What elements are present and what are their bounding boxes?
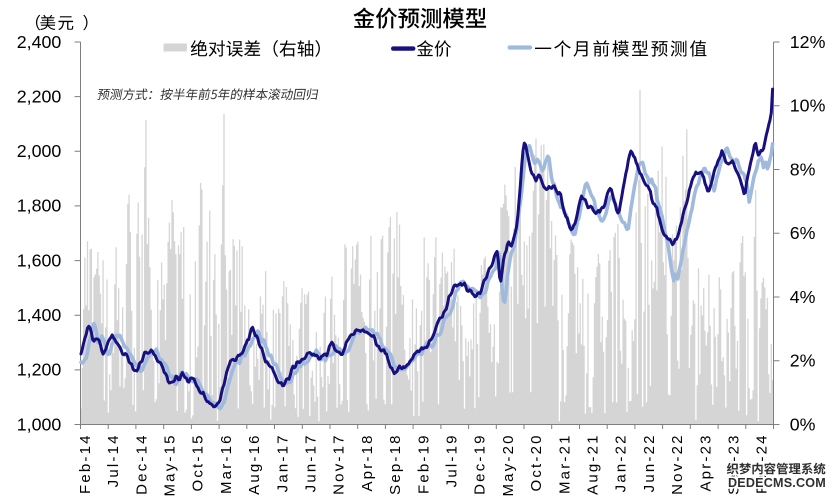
svg-text:May-20: May-20 (500, 433, 517, 496)
svg-text:Jun-22: Jun-22 (641, 433, 658, 492)
svg-text:4%: 4% (790, 287, 816, 307)
svg-text:1,800: 1,800 (17, 196, 62, 216)
svg-text:2,400: 2,400 (17, 32, 62, 52)
svg-text:Apr-18: Apr-18 (359, 433, 376, 491)
svg-text:12%: 12% (790, 32, 826, 52)
svg-text:1,200: 1,200 (17, 360, 62, 380)
svg-text:Jul-14: Jul-14 (105, 433, 122, 487)
svg-text:Feb-19: Feb-19 (415, 433, 432, 494)
svg-text:1,000: 1,000 (17, 414, 62, 434)
svg-text:0%: 0% (790, 414, 816, 434)
svg-text:Dec-19: Dec-19 (472, 433, 489, 495)
svg-text:Aug-21: Aug-21 (585, 433, 602, 495)
svg-text:Jan-17: Jan-17 (274, 433, 291, 492)
svg-text:Jan-22: Jan-22 (613, 433, 630, 492)
svg-text:Aug-16: Aug-16 (246, 433, 263, 495)
svg-text:6%: 6% (790, 223, 816, 243)
svg-text:2%: 2% (790, 351, 816, 371)
svg-text:Oct-20: Oct-20 (528, 433, 545, 491)
svg-text:1,600: 1,600 (17, 250, 62, 270)
svg-text:Nov-17: Nov-17 (331, 433, 348, 495)
svg-text:Apr-23: Apr-23 (697, 433, 714, 491)
svg-text:Jul-19: Jul-19 (444, 433, 461, 487)
svg-text:Mar-21: Mar-21 (556, 433, 573, 494)
svg-text:Oct-15: Oct-15 (190, 433, 207, 491)
svg-text:Sep-18: Sep-18 (387, 433, 404, 495)
svg-text:1,400: 1,400 (17, 305, 62, 325)
svg-text:10%: 10% (790, 96, 826, 116)
svg-text:2,000: 2,000 (17, 141, 62, 161)
svg-text:DEDECMS.COM: DEDECMS.COM (728, 476, 826, 490)
svg-text:Dec-14: Dec-14 (133, 433, 150, 495)
svg-text:Mar-16: Mar-16 (218, 433, 235, 494)
svg-text:Nov-22: Nov-22 (669, 433, 686, 495)
svg-text:2,200: 2,200 (17, 86, 62, 106)
svg-text:8%: 8% (790, 159, 816, 179)
svg-text:May-15: May-15 (162, 433, 179, 496)
svg-text:Feb-14: Feb-14 (77, 433, 94, 494)
svg-text:Jun-17: Jun-17 (303, 433, 320, 492)
